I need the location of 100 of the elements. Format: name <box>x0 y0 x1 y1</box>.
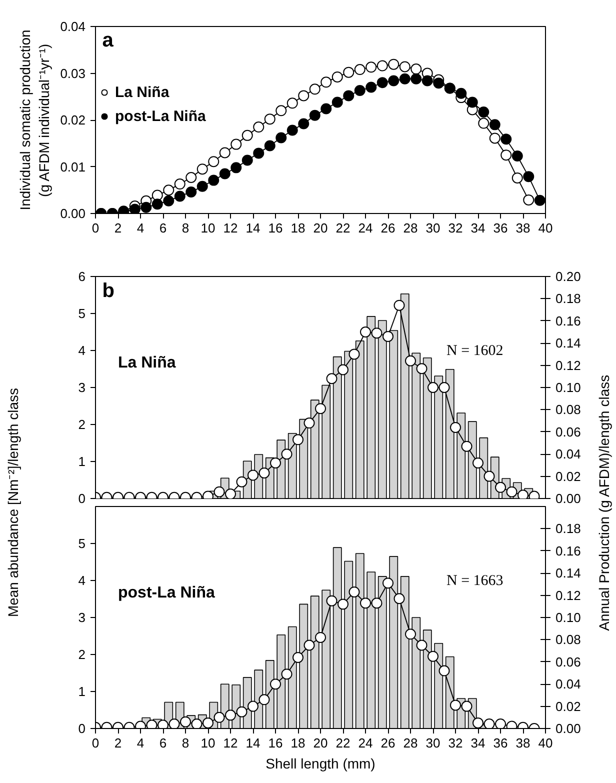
y-tick-label: 0.01 <box>60 159 86 174</box>
point <box>191 718 202 728</box>
y-tick-label: 4 <box>78 573 86 588</box>
x-tick-label: 14 <box>246 220 260 236</box>
point <box>478 118 490 129</box>
point <box>152 190 163 201</box>
x-tick-label: 40 <box>538 736 553 750</box>
point <box>472 457 484 468</box>
point <box>208 174 220 186</box>
point <box>466 96 478 108</box>
point <box>225 488 236 498</box>
x-tick-label: 12 <box>223 220 238 236</box>
y2-tick-label: 0.04 <box>556 676 581 692</box>
point <box>523 194 534 206</box>
point <box>304 418 315 429</box>
x-tick-label: 32 <box>448 736 463 750</box>
point <box>196 164 208 175</box>
point <box>399 61 410 72</box>
point <box>140 202 152 213</box>
point <box>332 72 343 82</box>
x-tick-label: 36 <box>493 736 508 750</box>
x-tick-label: 34 <box>470 220 486 236</box>
x-tick-label: 6 <box>159 736 167 750</box>
x-tick-label: 18 <box>290 220 306 236</box>
point <box>354 85 366 96</box>
point <box>506 486 518 498</box>
point <box>438 665 450 676</box>
legend-label: La Niña <box>115 84 170 100</box>
point <box>500 150 512 161</box>
x-tick-label: 22 <box>336 736 350 750</box>
point <box>450 700 461 711</box>
y-axis-title: Individual somatic production (g AFDM individual⁻¹yr⁻¹) <box>17 30 52 210</box>
point <box>478 106 490 118</box>
point <box>219 168 230 180</box>
point <box>174 190 186 202</box>
point <box>461 700 472 712</box>
y2-tick-label: 0.00 <box>556 721 581 736</box>
point <box>281 448 292 460</box>
point <box>174 178 186 190</box>
x-tick-label: 28 <box>403 220 418 236</box>
point <box>512 172 523 184</box>
point <box>298 90 310 102</box>
x-tick-label: 0 <box>92 220 100 236</box>
x-tick-label: 26 <box>380 736 396 750</box>
point <box>219 147 230 158</box>
x-tick-label: 28 <box>403 736 418 750</box>
point <box>399 73 410 84</box>
point <box>298 118 310 130</box>
point <box>258 694 270 706</box>
point <box>518 490 528 498</box>
point <box>332 96 343 108</box>
point <box>394 300 405 311</box>
point <box>230 138 242 150</box>
point <box>394 593 405 604</box>
point <box>286 98 298 109</box>
point <box>253 148 264 159</box>
point <box>512 150 523 162</box>
point <box>382 578 394 589</box>
y2-tick-label: 0.16 <box>556 543 581 558</box>
y2-tick-label: 0.12 <box>556 588 581 603</box>
point <box>416 640 428 651</box>
y2-tick-label: 0.20 <box>556 269 581 284</box>
point <box>309 110 320 121</box>
point <box>258 467 270 478</box>
point <box>456 88 467 99</box>
y-tick-label: 1 <box>78 454 86 469</box>
x-tick-label: 24 <box>358 736 373 750</box>
point <box>264 140 276 152</box>
point <box>534 194 546 206</box>
x-tick-label: 30 <box>426 220 440 236</box>
y-tick-label: 5 <box>78 536 86 551</box>
y-tick-label: 0.02 <box>60 112 86 128</box>
point <box>366 82 377 93</box>
point <box>129 204 140 214</box>
point <box>286 124 298 136</box>
x-tick-label: 36 <box>493 220 508 236</box>
annotation: N = 1602 <box>446 342 504 359</box>
point <box>376 60 388 72</box>
x-tick-label: 10 <box>200 220 216 236</box>
y2-axis-title: Annual Production (g AFDM)/length class <box>596 374 612 631</box>
x-tick-label: 22 <box>336 220 350 236</box>
y-tick-label: 0 <box>78 491 86 506</box>
x-tick-label: 0 <box>92 736 100 750</box>
y2-tick-label: 0.00 <box>556 491 581 506</box>
point <box>146 720 158 728</box>
point <box>433 78 444 89</box>
x-tick-label: 12 <box>223 736 238 750</box>
point <box>230 162 242 174</box>
y-tick-label: 3 <box>78 610 86 625</box>
x-tick-label: 2 <box>114 736 122 750</box>
x-tick-label: 4 <box>136 736 144 750</box>
y-tick-label: 0.04 <box>60 19 86 34</box>
x-tick-label: 2 <box>114 220 122 236</box>
point <box>225 710 236 721</box>
y-tick-label: 2 <box>78 647 86 662</box>
point <box>405 355 416 366</box>
point <box>354 64 366 75</box>
point <box>270 678 281 690</box>
y-tick-label: 0.03 <box>60 66 86 81</box>
x-tick-label: 30 <box>426 736 440 750</box>
